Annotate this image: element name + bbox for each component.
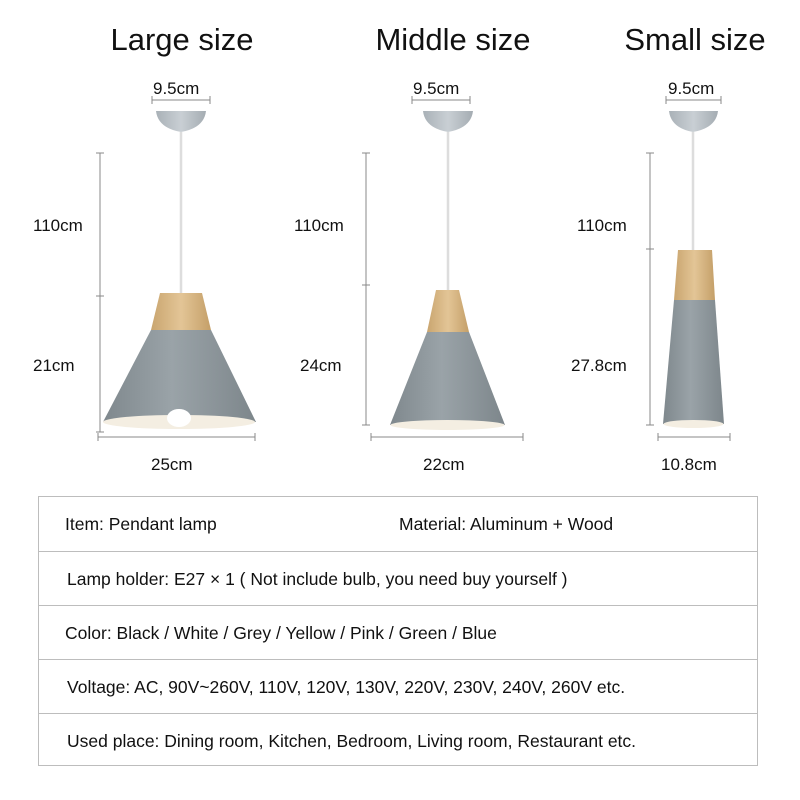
- small-shade: [663, 300, 724, 424]
- middle-bottom-width-label: 22cm: [423, 455, 465, 474]
- large-bottom-width-label: 25cm: [151, 455, 193, 474]
- large-top-width-label: 9.5cm: [153, 79, 200, 98]
- spec-row-lamp-holder: Lamp holder: E27 × 1 ( Not include bulb,…: [39, 551, 757, 605]
- color-text: Color: Black / White / Grey / Yellow / P…: [65, 623, 497, 643]
- large-wood-top: [151, 293, 211, 330]
- spec-row-used-place: Used place: Dining room, Kitchen, Bedroo…: [39, 713, 757, 767]
- middle-shade-height-label: 24cm: [300, 356, 342, 375]
- lamp-holder-text: Lamp holder: E27 × 1 ( Not include bulb,…: [67, 569, 568, 589]
- large-bulb: [167, 409, 191, 427]
- spec-row-color: Color: Black / White / Grey / Yellow / P…: [39, 605, 757, 659]
- middle-lamp: [362, 96, 524, 441]
- spec-row-voltage: Voltage: AC, 90V~260V, 110V, 120V, 130V,…: [39, 659, 757, 713]
- small-size-title: Small size: [624, 22, 766, 57]
- voltage-text: Voltage: AC, 90V~260V, 110V, 120V, 130V,…: [67, 677, 626, 697]
- large-lamp: [96, 96, 256, 441]
- middle-cord-length-label: 110cm: [294, 216, 344, 235]
- small-shade-height-label: 27.8cm: [571, 356, 627, 375]
- spec-row-item: Item: Pendant lamp Material: Aluminum + …: [39, 497, 757, 551]
- middle-canopy: [423, 111, 473, 132]
- material-text: Material: Aluminum + Wood: [399, 514, 614, 534]
- spec-table: Item: Pendant lamp Material: Aluminum + …: [38, 496, 758, 766]
- middle-size-title: Middle size: [375, 22, 531, 57]
- middle-shade: [390, 332, 505, 425]
- small-cord-length-label: 110cm: [577, 216, 627, 235]
- small-canopy: [669, 111, 718, 132]
- large-shade-height-label: 21cm: [33, 356, 75, 375]
- used-place-text: Used place: Dining room, Kitchen, Bedroo…: [67, 731, 637, 751]
- large-canopy: [156, 111, 206, 132]
- large-cord-length-label: 110cm: [33, 216, 83, 235]
- small-top-width-label: 9.5cm: [668, 79, 715, 98]
- large-size-title: Large size: [110, 22, 254, 57]
- item-text: Item: Pendant lamp: [65, 514, 217, 534]
- small-lamp: [646, 96, 731, 441]
- large-shade: [103, 330, 256, 422]
- lamp-dimension-diagram: [96, 96, 731, 441]
- middle-top-width-label: 9.5cm: [413, 79, 460, 98]
- middle-wood-top: [427, 290, 469, 332]
- small-wood-top: [674, 250, 715, 300]
- small-bottom-width-label: 10.8cm: [661, 455, 717, 474]
